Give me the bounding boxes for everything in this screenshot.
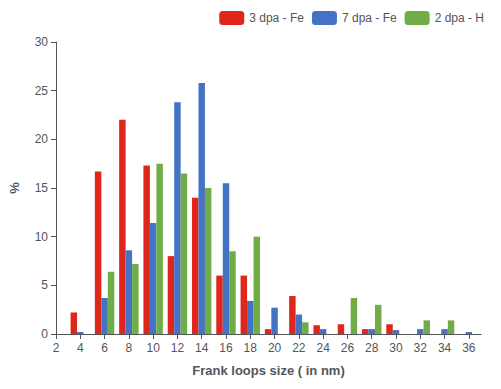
svg-text:2 dpa - H: 2 dpa - H [435,11,484,25]
svg-text:3 dpa - Fe: 3 dpa - Fe [249,11,304,25]
svg-text:Frank loops size ( in nm): Frank loops size ( in nm) [192,363,344,378]
svg-text:8: 8 [126,341,133,355]
svg-text:32: 32 [414,341,428,355]
svg-text:5: 5 [41,278,48,292]
svg-text:20: 20 [35,132,49,146]
svg-text:20: 20 [268,341,282,355]
svg-text:0: 0 [41,327,48,341]
svg-text:%: % [7,182,22,194]
svg-text:34: 34 [438,341,452,355]
svg-text:10: 10 [146,341,160,355]
svg-text:30: 30 [389,341,403,355]
svg-text:28: 28 [365,341,379,355]
svg-text:22: 22 [292,341,306,355]
svg-text:2: 2 [53,341,60,355]
svg-text:4: 4 [77,341,84,355]
svg-text:12: 12 [171,341,185,355]
svg-text:30: 30 [35,35,49,49]
svg-text:25: 25 [35,84,49,98]
svg-text:26: 26 [341,341,355,355]
svg-text:6: 6 [101,341,108,355]
svg-text:24: 24 [316,341,330,355]
svg-text:15: 15 [35,181,49,195]
svg-text:18: 18 [244,341,258,355]
svg-text:14: 14 [195,341,209,355]
svg-text:16: 16 [219,341,233,355]
svg-text:36: 36 [462,341,476,355]
svg-text:10: 10 [35,230,49,244]
svg-text:7 dpa - Fe: 7 dpa - Fe [342,11,397,25]
